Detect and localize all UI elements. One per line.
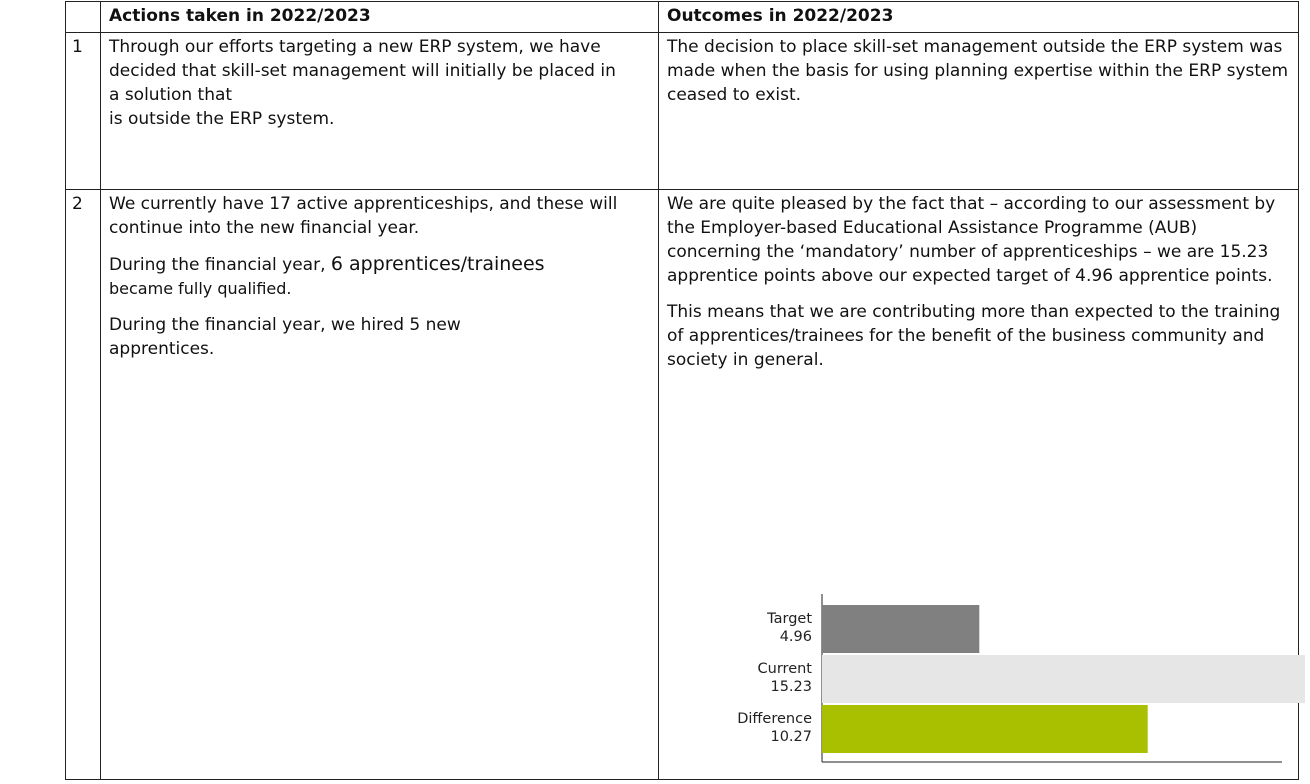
paragraph: The decision to place skill-set manageme… <box>667 37 1289 105</box>
text: 6 apprentices/trainees <box>330 253 545 275</box>
outcomes-cell: The decision to place skill-set manageme… <box>658 32 1299 190</box>
row-number: 1 <box>65 32 101 190</box>
text: During the financial year, <box>109 255 326 275</box>
category-label: Target <box>766 611 812 627</box>
text: became fully qualified. <box>109 279 292 298</box>
row: 1 Through our efforts targeting a new ER… <box>65 32 1299 190</box>
value-label: 15.23 <box>770 679 812 695</box>
actions-cell: We currently have 17 active apprenticesh… <box>100 189 659 780</box>
actions-cell: Through our efforts targeting a new ERP … <box>100 32 659 190</box>
category-label: Difference <box>737 711 812 727</box>
paragraph: We are quite pleased by the fact that – … <box>667 194 1276 286</box>
bar <box>822 655 1305 703</box>
category-label: Current <box>758 661 813 677</box>
report-table: Actions taken in 2022/2023 Outcomes in 2… <box>65 1 1299 780</box>
text: Through our efforts targeting a new ERP … <box>109 37 616 105</box>
paragraph: During the financial year, 6 apprentices… <box>109 252 650 301</box>
paragraph: This means that we are contributing more… <box>667 302 1281 370</box>
bar <box>822 605 980 653</box>
value-label: 4.96 <box>780 629 812 645</box>
value-label: 10.27 <box>770 729 812 745</box>
text: is outside the ERP system. <box>109 109 335 129</box>
paragraph: During the financial year, we hired 5 ne… <box>109 315 461 359</box>
paragraph: We currently have 17 active apprenticesh… <box>109 194 618 238</box>
row-number: 2 <box>65 189 101 780</box>
bar <box>822 705 1148 753</box>
